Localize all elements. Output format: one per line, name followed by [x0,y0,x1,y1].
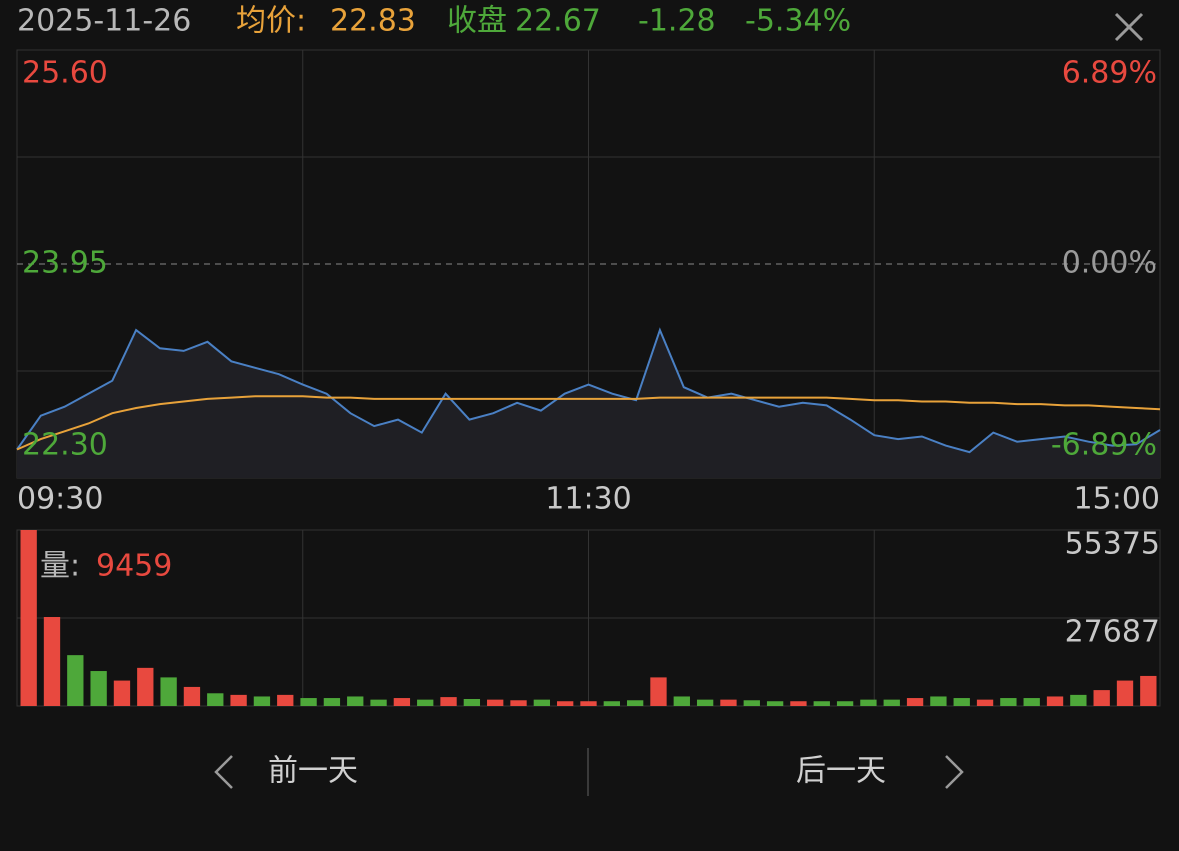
volume-value: 9459 [96,549,172,584]
volume-bar [790,701,807,706]
volume-bar [626,700,644,706]
volume-bar [137,667,154,706]
volume-bar [836,701,854,706]
volume-bar [440,697,457,706]
volume-bar [1093,690,1110,706]
price-line [16,327,1161,454]
prev-arrow [214,755,233,789]
volume-bar [277,694,294,706]
y2-tick-label: 0.00% [1062,246,1157,281]
volume-bar [370,699,387,706]
change-pct: -5.34% [745,4,851,39]
close-value: 22.67 [515,4,601,39]
volume-bar [953,698,970,706]
volume-bar [603,701,620,706]
volume-bar [393,698,411,706]
volume-bar [510,700,527,706]
y-tick-label: 22.30 [22,428,108,463]
volume-bar [207,693,224,706]
volume-bar [67,655,84,706]
close-label: 收盘 [447,4,507,39]
prev-day[interactable]: 前一天 [180,730,480,810]
volume-bar [323,698,341,706]
y-tick-label: 27687 [1065,615,1160,650]
x-tick-label: 15:00 [1074,482,1160,517]
volume-bar [696,699,714,706]
volume-bar [1046,696,1064,706]
volume-bar [253,696,271,706]
volume-bar [230,694,247,706]
volume-bar [1070,694,1087,706]
volume-bar [813,701,830,706]
y2-tick-label: 6.89% [1062,56,1157,91]
volume-bar [673,696,690,706]
volume-bar [720,699,737,706]
avg-line [16,395,1161,451]
change: -1.28 [638,4,716,39]
close-icon [1114,12,1144,42]
volume-bar [883,699,900,706]
volume-label: 量: [40,549,80,584]
volume-bar [766,701,784,706]
volume-bar [743,700,760,706]
x-tick-label: 11:30 [545,482,631,517]
volume-bar [533,699,551,706]
prev-label: 前一天 [268,754,358,789]
avg-value: 22.83 [330,4,416,39]
next-day[interactable]: 后一天 [700,730,1000,810]
volume-bar [1116,680,1134,706]
price-area [17,330,1160,478]
volume-bar [183,686,201,706]
avg-label: 均价: [236,4,306,39]
volume-bar [580,701,597,706]
volume-bar [347,696,364,706]
volume-bar [1023,698,1040,706]
volume-bar [417,699,434,706]
volume-bar [906,698,924,706]
volume-bar [1000,698,1017,706]
volume-bar [930,696,947,706]
next-label: 后一天 [796,754,886,789]
volume-bar [43,617,61,706]
volume-bar [976,699,994,706]
volume-bar [557,701,574,706]
volume-bar [300,698,317,706]
volume-bar [650,677,667,706]
y2-tick-label: -6.89% [1051,428,1157,463]
close-button[interactable] [1114,12,1144,42]
y-tick-label: 55375 [1065,527,1160,562]
volume-bar [160,677,177,706]
volume-bar [1140,675,1157,706]
x-tick-label: 09:30 [17,482,103,517]
volume-bar [113,680,131,706]
y-tick-label: 25.60 [22,56,108,91]
next-arrow [945,755,964,789]
volume-bar [463,699,481,706]
volume-bar [487,699,504,706]
volume-bar [860,699,877,706]
volume-bar [90,671,107,706]
volume-bar [20,530,37,706]
y-tick-label: 23.95 [22,246,108,281]
date: 2025-11-26 [17,4,191,39]
